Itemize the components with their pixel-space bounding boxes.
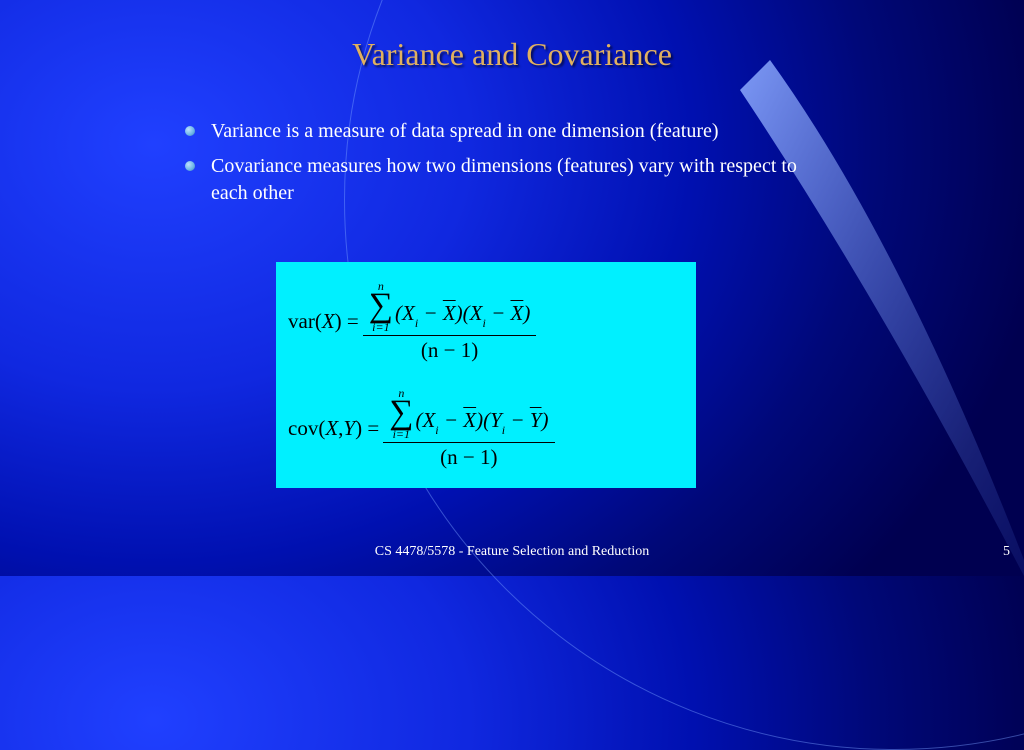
cov-fraction: n ∑ i=1 (Xi − X)(Yi − Y) (n − 1) <box>383 387 554 470</box>
bullet-item: Variance is a measure of data spread in … <box>185 118 835 145</box>
sigma-icon: n ∑ i=1 <box>369 280 393 333</box>
formula-box: var(X) = n ∑ i=1 (Xi − X)(Xi − X) (n − 1… <box>276 262 696 488</box>
bullet-text: Variance is a measure of data spread in … <box>211 118 719 145</box>
sigma-icon: n ∑ i=1 <box>389 387 413 440</box>
var-denom: (n − 1) <box>421 336 478 363</box>
var-fraction: n ∑ i=1 (Xi − X)(Xi − X) (n − 1) <box>363 280 537 363</box>
footer-text: CS 4478/5578 - Feature Selection and Red… <box>0 544 1024 560</box>
bullet-dot-icon <box>185 126 195 136</box>
covariance-equation: cov(X,Y) = n ∑ i=1 (Xi − X)(Yi − Y) (n −… <box>288 375 684 482</box>
cov-denom: (n − 1) <box>440 443 497 470</box>
cov-lhs: cov(X,Y) = <box>288 416 383 441</box>
bullet-item: Covariance measures how two dimensions (… <box>185 153 835 207</box>
page-number: 5 <box>1003 544 1010 560</box>
bullet-list: Variance is a measure of data spread in … <box>185 118 835 215</box>
variance-equation: var(X) = n ∑ i=1 (Xi − X)(Xi − X) (n − 1… <box>288 268 684 375</box>
bullet-dot-icon <box>185 161 195 171</box>
var-lhs: var(X) = <box>288 309 363 334</box>
bullet-text: Covariance measures how two dimensions (… <box>211 153 835 207</box>
slide-title: Variance and Covariance <box>0 36 1024 73</box>
